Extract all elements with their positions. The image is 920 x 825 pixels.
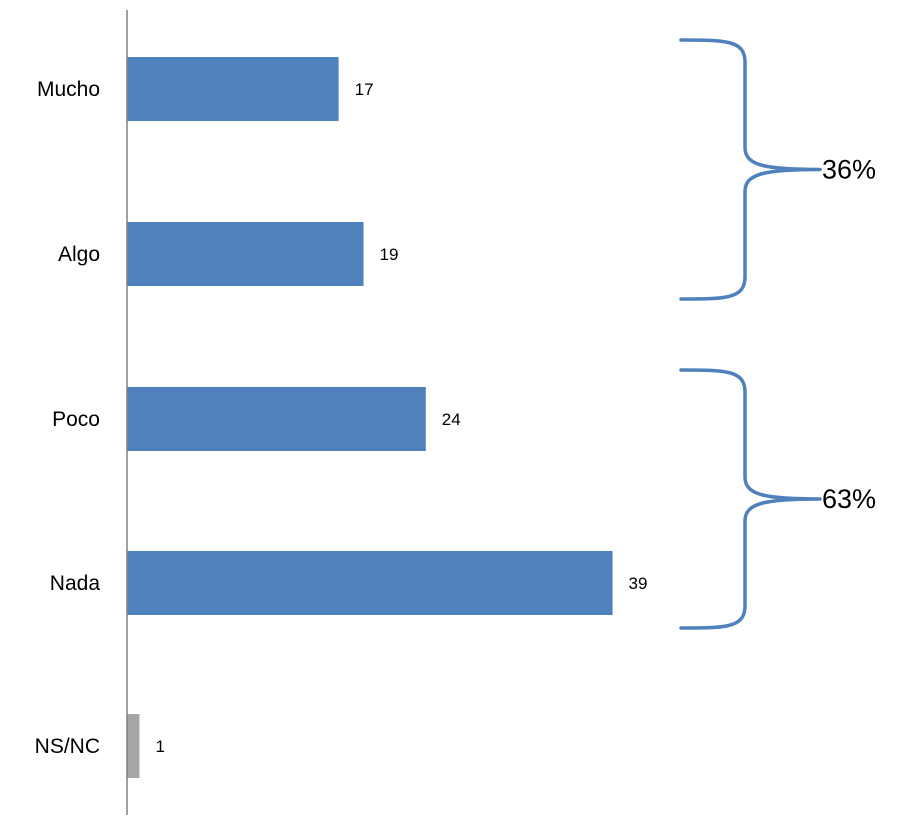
value-label-nada: 39	[629, 574, 648, 593]
group-brace-1	[679, 38, 822, 301]
value-label-poco: 24	[442, 410, 461, 429]
value-label-ns-nc: 1	[155, 737, 164, 756]
category-label-poco: Poco	[52, 408, 100, 431]
bar-algo	[127, 222, 364, 286]
category-label-nada: Nada	[50, 572, 101, 595]
labels-layer: Mucho 17 Algo 19 Poco 24 Nada 39 NS/NC 1	[35, 78, 648, 758]
category-label-mucho: Mucho	[37, 78, 100, 101]
group-percent-label-1: 36%	[822, 155, 876, 185]
bar-ns-nc	[127, 714, 140, 778]
value-label-algo: 19	[380, 245, 399, 264]
braces-layer: 36% 63%	[679, 38, 876, 630]
value-label-mucho: 17	[355, 80, 374, 99]
category-label-ns-nc: NS/NC	[35, 735, 100, 758]
bar-mucho	[127, 57, 339, 121]
bars-layer	[127, 57, 613, 778]
category-label-algo: Algo	[58, 243, 100, 266]
bar-poco	[127, 387, 426, 451]
group-percent-label-2: 63%	[822, 484, 876, 514]
bar-nada	[127, 551, 613, 615]
group-brace-2	[679, 368, 822, 630]
